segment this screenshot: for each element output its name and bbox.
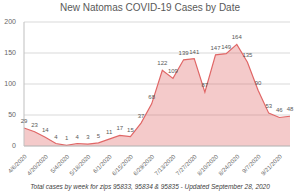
svg-text:11: 11 [106,129,113,135]
svg-text:141: 141 [189,49,200,55]
svg-text:9/21/2020: 9/21/2020 [260,153,284,177]
svg-text:23: 23 [31,122,38,128]
html-text:New Natomas COVID-19 Cases by: New Natomas COVID-19 Cases by Date [60,2,240,13]
svg-text:122: 122 [157,60,168,66]
svg-text:109: 109 [168,68,179,74]
svg-text:37: 37 [138,113,145,119]
svg-text:9/7/2020: 9/7/2020 [241,153,262,174]
svg-text:5/18/2020: 5/18/2020 [68,153,92,177]
svg-text:147: 147 [211,45,222,51]
svg-text:17: 17 [116,125,123,131]
svg-text:29: 29 [21,118,28,124]
svg-text:4/6/2020: 4/6/2020 [8,153,28,174]
svg-text:164: 164 [232,34,243,40]
svg-text:6/29/2020: 6/29/2020 [132,153,156,177]
svg-text:68: 68 [148,94,155,100]
svg-text:135: 135 [242,52,253,58]
svg-text:7/13/2020: 7/13/2020 [154,153,178,177]
svg-text:150: 150 [8,49,16,56]
svg-text:4: 4 [54,134,58,140]
svg-text:4/20/2020: 4/20/2020 [26,153,50,177]
svg-text:6/1/2020: 6/1/2020 [92,153,113,174]
svg-text:0: 0 [12,142,16,149]
svg-text:14: 14 [42,127,49,133]
html-text:Total cases by week for zips 9: Total cases by week for zips 95833, 9583… [30,183,270,190]
svg-text:87: 87 [202,82,209,88]
svg-text:50: 50 [8,111,16,118]
svg-text:90: 90 [255,80,262,86]
svg-text:139: 139 [179,50,190,56]
svg-text:4: 4 [76,134,80,140]
svg-text:3: 3 [86,134,90,140]
svg-text:7/27/2020: 7/27/2020 [175,153,199,177]
svg-text:8/10/2020: 8/10/2020 [196,153,220,177]
svg-text:8/24/2020: 8/24/2020 [217,153,241,177]
svg-text:5: 5 [97,133,101,139]
svg-text:200: 200 [8,18,16,25]
svg-text:100: 100 [8,80,16,87]
svg-text:1: 1 [65,135,69,141]
svg-text:149: 149 [221,44,232,50]
svg-text:6/15/2020: 6/15/2020 [111,153,135,177]
svg-text:5/4/2020: 5/4/2020 [50,153,71,174]
svg-text:48: 48 [287,106,292,112]
svg-text:46: 46 [276,107,283,113]
svg-text:15: 15 [127,127,134,133]
svg-text:53: 53 [265,103,272,109]
